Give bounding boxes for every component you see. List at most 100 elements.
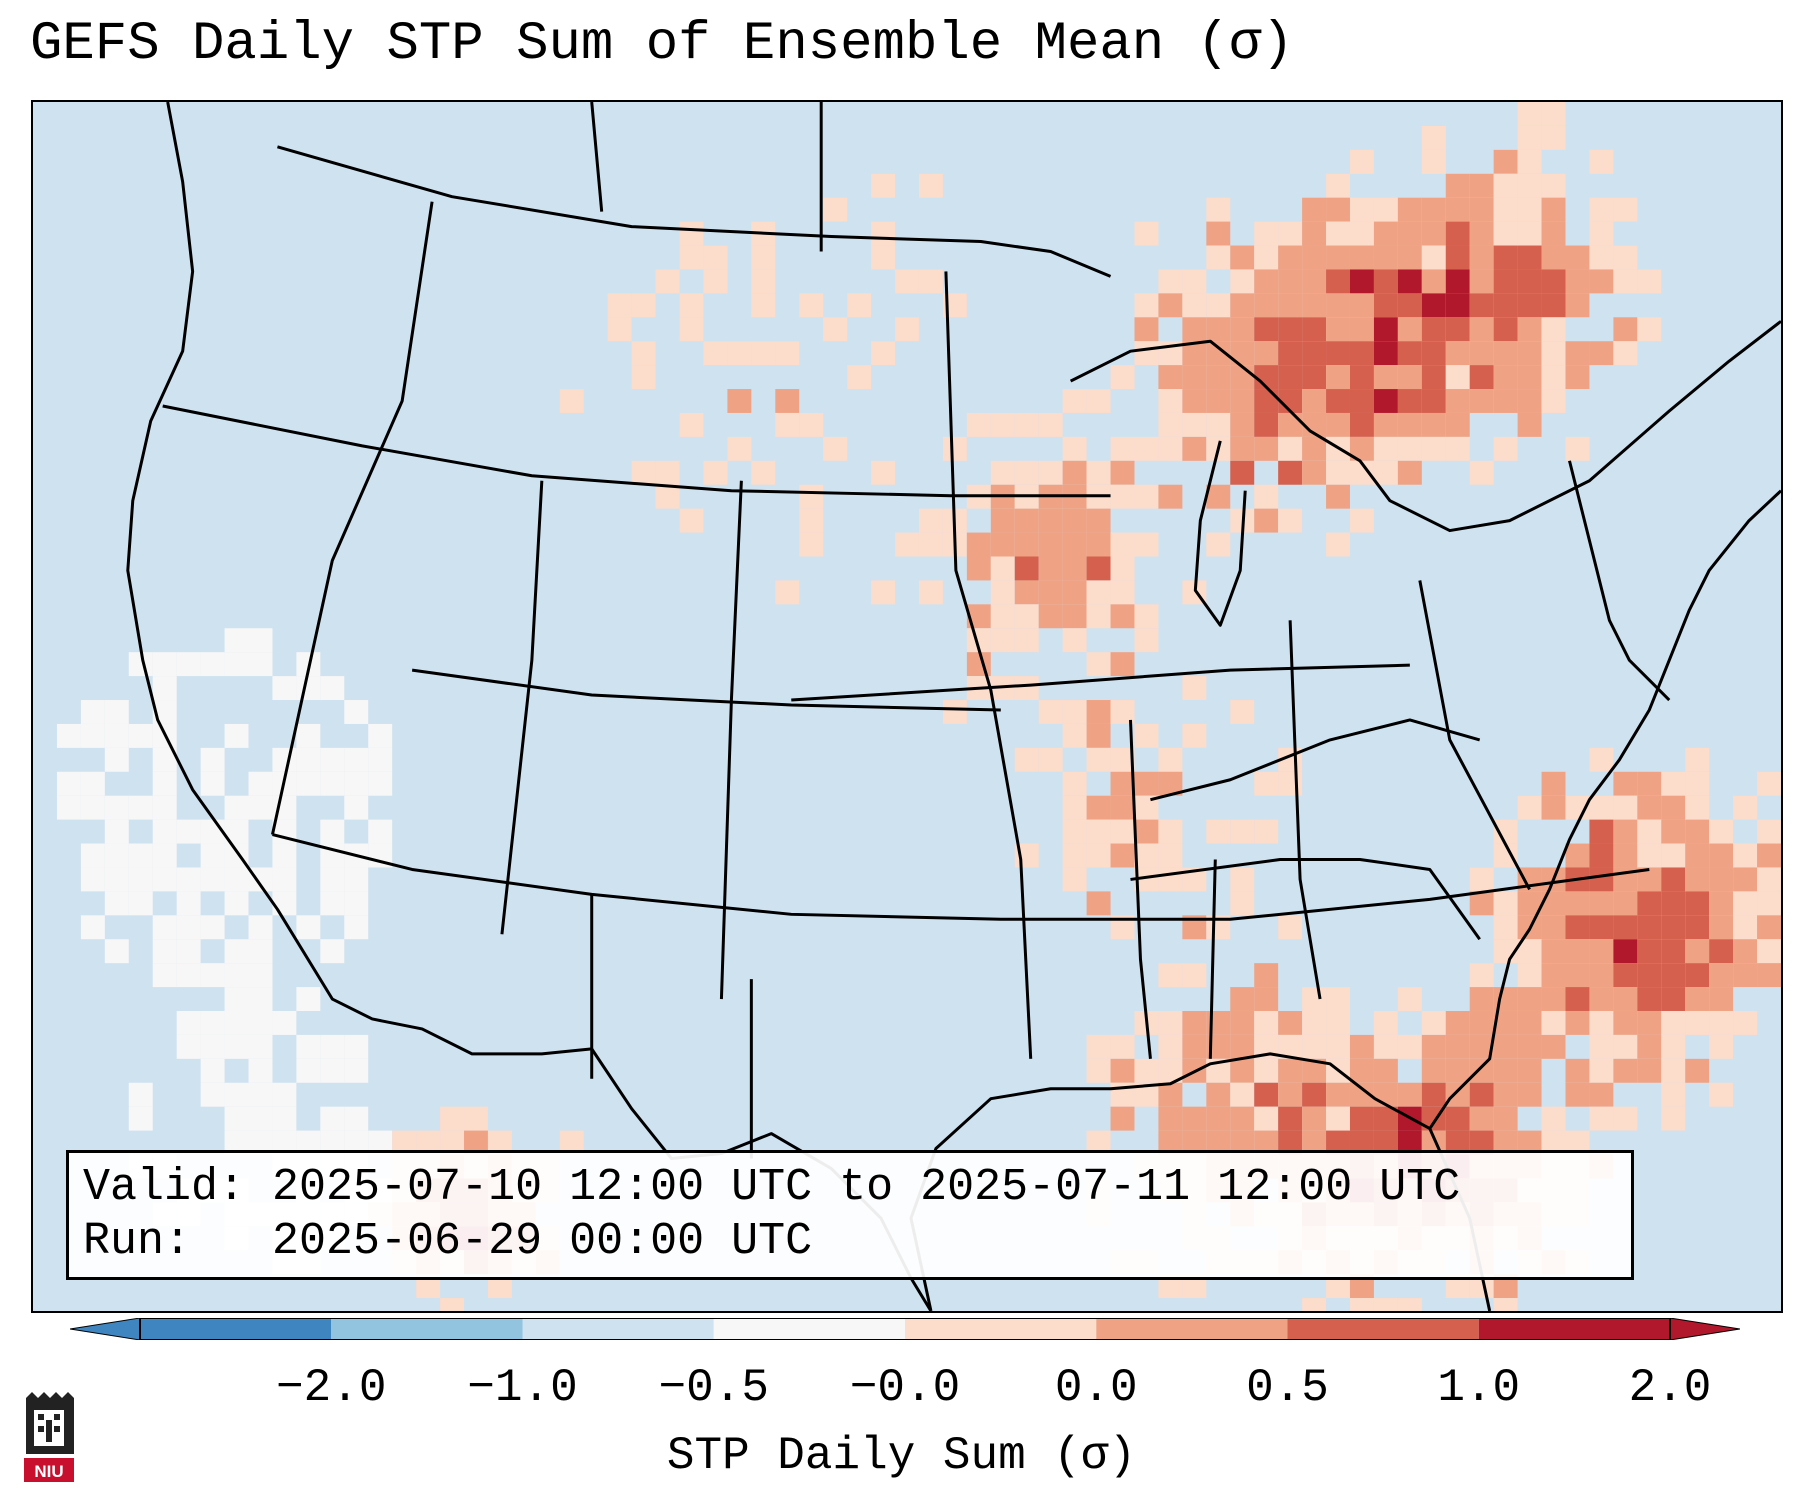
anomaly-cell bbox=[1182, 269, 1207, 294]
anomaly-cell bbox=[918, 508, 943, 533]
anomaly-cell bbox=[1086, 556, 1111, 581]
anomaly-cell bbox=[1086, 1130, 1111, 1155]
anomaly-cell bbox=[966, 532, 991, 557]
anomaly-cell bbox=[128, 723, 153, 748]
anomaly-cell bbox=[1206, 365, 1231, 390]
anomaly-cell bbox=[918, 532, 943, 557]
anomaly-cell bbox=[1062, 819, 1087, 844]
anomaly-cell bbox=[128, 1082, 153, 1107]
anomaly-cell bbox=[1302, 1010, 1327, 1035]
anomaly-cell bbox=[296, 676, 321, 701]
anomaly-cell bbox=[1158, 1106, 1183, 1131]
anomaly-cell bbox=[1158, 484, 1183, 509]
colorbar-segment bbox=[1096, 1318, 1288, 1340]
anomaly-cell bbox=[320, 867, 345, 892]
anomaly-cell bbox=[1709, 1034, 1734, 1059]
anomaly-cell bbox=[1038, 580, 1063, 605]
anomaly-cell bbox=[152, 795, 177, 820]
anomaly-cell bbox=[1373, 1298, 1398, 1311]
anomaly-cell bbox=[1733, 891, 1758, 916]
anomaly-cell bbox=[248, 795, 273, 820]
anomaly-cell bbox=[1086, 843, 1111, 868]
anomaly-cell bbox=[1733, 939, 1758, 964]
anomaly-cell bbox=[1302, 389, 1327, 413]
anomaly-cell bbox=[1278, 245, 1303, 270]
anomaly-cell bbox=[1565, 365, 1590, 390]
anomaly-cell bbox=[152, 843, 177, 868]
anomaly-cell bbox=[1709, 843, 1734, 868]
anomaly-cell bbox=[1326, 1130, 1350, 1155]
anomaly-cell bbox=[368, 819, 393, 844]
anomaly-cell bbox=[248, 1082, 273, 1107]
anomaly-cell bbox=[1685, 891, 1710, 916]
anomaly-cell bbox=[559, 1130, 584, 1155]
colorbar-tick-label: −0.0 bbox=[849, 1362, 961, 1414]
anomaly-cell bbox=[1182, 1130, 1207, 1155]
anomaly-cell bbox=[1278, 460, 1303, 485]
anomaly-cell bbox=[1589, 197, 1614, 222]
anomaly-cell bbox=[152, 771, 177, 796]
anomaly-cell bbox=[152, 939, 177, 964]
anomaly-cell bbox=[1613, 197, 1638, 222]
anomaly-cell bbox=[847, 365, 872, 390]
anomaly-cell bbox=[1757, 891, 1781, 916]
anomaly-cell bbox=[1397, 317, 1422, 342]
anomaly-cell bbox=[1661, 1034, 1686, 1059]
anomaly-cell bbox=[1086, 1034, 1111, 1059]
anomaly-cell bbox=[1445, 1106, 1470, 1131]
anomaly-cell bbox=[1038, 532, 1063, 557]
anomaly-cell bbox=[1134, 484, 1159, 509]
anomaly-cell bbox=[1206, 1082, 1231, 1107]
anomaly-cell bbox=[1373, 1106, 1398, 1131]
anomaly-cell bbox=[320, 747, 345, 772]
anomaly-cell bbox=[1661, 795, 1686, 820]
anomaly-cell bbox=[895, 532, 919, 557]
anomaly-cell bbox=[1302, 1298, 1327, 1311]
anomaly-cell bbox=[1637, 963, 1662, 988]
anomaly-cell bbox=[1134, 341, 1159, 366]
anomaly-cell bbox=[1254, 484, 1279, 509]
anomaly-cell bbox=[942, 700, 967, 724]
anomaly-cell bbox=[1110, 915, 1135, 940]
anomaly-cell bbox=[1158, 963, 1183, 988]
anomaly-cell bbox=[296, 771, 321, 796]
anomaly-cell bbox=[1541, 365, 1566, 390]
anomaly-cell bbox=[1421, 1082, 1446, 1107]
anomaly-cell bbox=[1421, 197, 1446, 222]
anomaly-cell bbox=[176, 819, 201, 844]
anomaly-cell bbox=[344, 891, 369, 916]
anomaly-cell bbox=[1158, 1130, 1183, 1155]
colorbar-segment bbox=[522, 1318, 714, 1340]
anomaly-cell bbox=[296, 1034, 321, 1059]
anomaly-cell bbox=[1014, 747, 1039, 772]
anomaly-cell bbox=[1062, 867, 1087, 892]
anomaly-cell bbox=[1493, 891, 1518, 916]
line-42 bbox=[162, 404, 1111, 498]
anomaly-cell bbox=[248, 1130, 273, 1155]
anomaly-cell bbox=[1038, 747, 1063, 772]
anomaly-cell bbox=[248, 1010, 273, 1035]
anomaly-cell bbox=[1493, 915, 1518, 940]
anomaly-cell bbox=[1469, 867, 1494, 892]
anomaly-cell bbox=[1254, 1010, 1279, 1035]
anomaly-cell bbox=[1613, 341, 1638, 366]
anomaly-cell bbox=[990, 628, 1015, 653]
anomaly-cell bbox=[1613, 269, 1638, 294]
anomaly-cell bbox=[1278, 221, 1303, 246]
anomaly-cell bbox=[1421, 436, 1446, 461]
anomaly-cell bbox=[1685, 1010, 1710, 1035]
anomaly-cell bbox=[1589, 795, 1614, 820]
anomaly-cell bbox=[1517, 341, 1542, 366]
lake-michigan bbox=[1193, 440, 1247, 627]
anomaly-cell bbox=[1421, 149, 1446, 174]
anomaly-cell bbox=[416, 1130, 441, 1155]
anomaly-cell bbox=[1397, 197, 1422, 222]
anomaly-cell bbox=[1445, 1058, 1470, 1083]
anomaly-cell bbox=[799, 484, 824, 509]
anomaly-cell bbox=[1182, 1274, 1207, 1299]
anomaly-cell bbox=[248, 652, 273, 677]
anomaly-cell bbox=[1493, 293, 1518, 318]
anomaly-cell bbox=[1230, 1106, 1255, 1131]
anomaly-cell bbox=[1086, 580, 1111, 605]
anomaly-cell bbox=[703, 341, 728, 366]
